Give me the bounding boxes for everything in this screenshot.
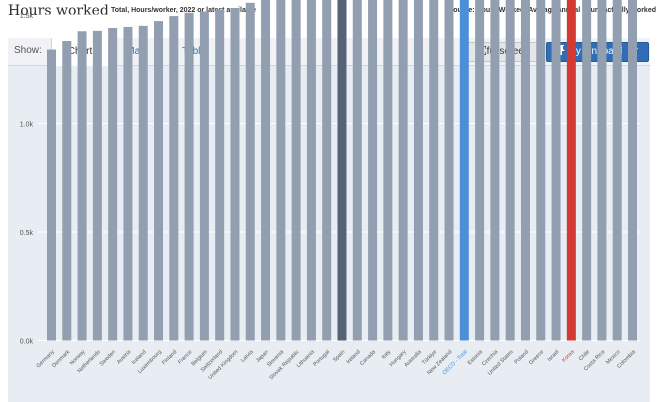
x-tick-label: Sweden bbox=[99, 349, 117, 367]
bar-australia[interactable] bbox=[413, 0, 423, 341]
bar-korea[interactable] bbox=[566, 0, 576, 341]
bar-ireland[interactable] bbox=[352, 0, 362, 341]
y-tick-label: 0.5k bbox=[20, 230, 34, 237]
bar-hungary[interactable] bbox=[398, 0, 408, 341]
x-tick-label: Finland bbox=[161, 349, 178, 366]
bar-costa-rica[interactable] bbox=[597, 0, 607, 341]
bar-japan[interactable] bbox=[261, 0, 271, 341]
x-tick-label: Latvia bbox=[240, 349, 255, 364]
bar-new-zealand[interactable] bbox=[444, 0, 454, 341]
bar-t-rkiye[interactable] bbox=[429, 0, 439, 341]
bar-spain[interactable] bbox=[337, 0, 347, 341]
show-label: Show: bbox=[14, 45, 42, 56]
bar-poland[interactable] bbox=[520, 0, 530, 341]
bar-czechia[interactable] bbox=[490, 0, 500, 341]
bar-belgium[interactable] bbox=[199, 11, 209, 341]
y-tick-label: 1.5k bbox=[20, 13, 34, 20]
bar-colombia[interactable] bbox=[628, 0, 637, 341]
bar-united-states[interactable] bbox=[505, 0, 515, 341]
tab-map[interactable]: Map bbox=[126, 46, 146, 57]
bar-latvia[interactable] bbox=[245, 2, 255, 341]
x-tick-label: Australia bbox=[403, 349, 423, 369]
x-tick-label: Poland bbox=[514, 349, 530, 365]
bar-netherlands[interactable] bbox=[92, 30, 102, 341]
bar-lithuania[interactable] bbox=[306, 0, 316, 341]
y-tick-label: 1.0k bbox=[20, 122, 34, 129]
bar-oecd-total[interactable] bbox=[459, 0, 469, 341]
x-tick-label: Austria bbox=[116, 349, 133, 366]
bar-estonia[interactable] bbox=[475, 0, 485, 341]
bar-france[interactable] bbox=[184, 12, 194, 341]
x-tick-label: Canada bbox=[359, 349, 378, 368]
x-tick-label: Israel bbox=[547, 349, 561, 363]
bar-iceland[interactable] bbox=[138, 25, 148, 341]
bar-canada[interactable] bbox=[368, 0, 378, 341]
tab-table[interactable]: Table bbox=[182, 46, 206, 57]
page-subtitle: Total, Hours/worker, 2022 or latest avai… bbox=[111, 7, 256, 14]
x-tick-label: Lithuania bbox=[296, 349, 317, 370]
bar-israel[interactable] bbox=[551, 0, 561, 341]
y-tick-label: 0.0k bbox=[20, 339, 34, 346]
bar-mexico[interactable] bbox=[612, 0, 622, 341]
x-tick-label: Spain bbox=[332, 349, 346, 363]
bar-austria[interactable] bbox=[123, 26, 133, 341]
bar-united-kingdom[interactable] bbox=[230, 8, 240, 341]
x-tick-label: Portugal bbox=[312, 349, 331, 368]
x-tick-label: Korea bbox=[561, 349, 576, 364]
bar-finland[interactable] bbox=[169, 16, 179, 341]
bar-italy[interactable] bbox=[383, 0, 393, 341]
bar-switzerland[interactable] bbox=[215, 9, 225, 341]
x-tick-label: Greece bbox=[528, 349, 545, 366]
x-tick-label: Chile bbox=[578, 349, 591, 362]
bar-norway[interactable] bbox=[77, 31, 87, 341]
bar-greece[interactable] bbox=[536, 0, 546, 341]
bar-portugal[interactable] bbox=[322, 0, 332, 341]
bar-slovenia[interactable] bbox=[276, 0, 286, 341]
bar-denmark[interactable] bbox=[62, 41, 72, 341]
pinboard-label: My pinboard bbox=[567, 46, 623, 57]
x-tick-label: Italy bbox=[381, 349, 393, 361]
bar-chile[interactable] bbox=[582, 0, 592, 341]
bar-germany[interactable] bbox=[47, 49, 56, 341]
bar-sweden[interactable] bbox=[108, 28, 118, 341]
bar-luxembourg[interactable] bbox=[154, 21, 164, 341]
bar-slovak-republic[interactable] bbox=[291, 0, 301, 341]
